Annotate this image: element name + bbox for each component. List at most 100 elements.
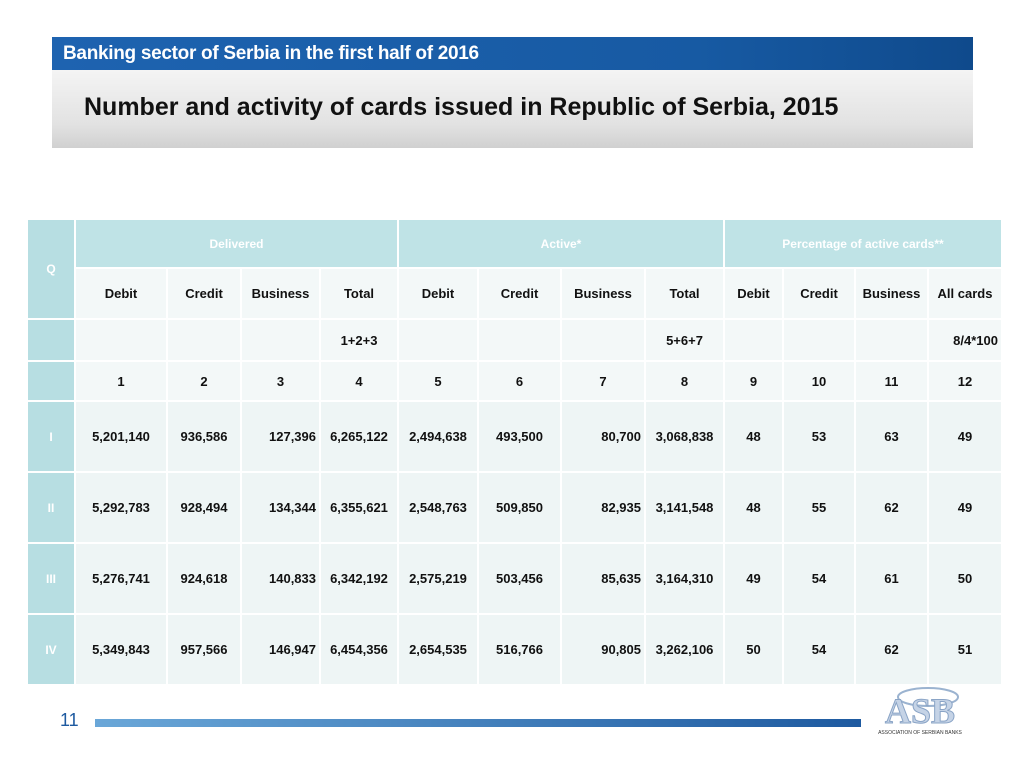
data-cell: 3,068,838 bbox=[646, 402, 723, 471]
group-header: Active* bbox=[399, 220, 723, 267]
data-cell: 85,635 bbox=[562, 544, 644, 613]
formula-cell bbox=[479, 320, 560, 360]
data-cell: 3,262,106 bbox=[646, 615, 723, 684]
group-header: Delivered bbox=[76, 220, 397, 267]
formula-cell bbox=[784, 320, 854, 360]
column-header: Credit bbox=[784, 269, 854, 318]
data-cell: 55 bbox=[784, 473, 854, 542]
row-label: III bbox=[28, 544, 74, 613]
slide-title: Number and activity of cards issued in R… bbox=[84, 93, 839, 121]
column-header: All cards bbox=[929, 269, 1001, 318]
column-number: 12 bbox=[929, 362, 1001, 400]
column-header: Total bbox=[321, 269, 397, 318]
logo-caption: ASSOCIATION OF SERBIAN BANKS bbox=[878, 730, 962, 736]
column-number: 2 bbox=[168, 362, 240, 400]
logo: ASB ASSOCIATION OF SERBIAN BANKS bbox=[878, 687, 963, 736]
data-cell: 936,586 bbox=[168, 402, 240, 471]
data-cell: 62 bbox=[856, 473, 927, 542]
data-cell: 6,265,122 bbox=[321, 402, 397, 471]
column-header: Business bbox=[242, 269, 319, 318]
formula-cell: 1+2+3 bbox=[321, 320, 397, 360]
formula-cell bbox=[399, 320, 477, 360]
data-cell: 5,201,140 bbox=[76, 402, 166, 471]
data-cell: 51 bbox=[929, 615, 1001, 684]
column-number: 10 bbox=[784, 362, 854, 400]
formula-cell: 8/4*100 bbox=[929, 320, 1001, 360]
data-cell: 5,276,741 bbox=[76, 544, 166, 613]
data-cell: 493,500 bbox=[479, 402, 560, 471]
data-cell: 54 bbox=[784, 615, 854, 684]
data-cell: 5,292,783 bbox=[76, 473, 166, 542]
data-cell: 5,349,843 bbox=[76, 615, 166, 684]
data-cell: 6,454,356 bbox=[321, 615, 397, 684]
data-cell: 2,548,763 bbox=[399, 473, 477, 542]
data-cell: 63 bbox=[856, 402, 927, 471]
column-header: Debit bbox=[399, 269, 477, 318]
title-box bbox=[52, 70, 973, 148]
column-number: 4 bbox=[321, 362, 397, 400]
formula-cell bbox=[562, 320, 644, 360]
column-number: 7 bbox=[562, 362, 644, 400]
formula-cell bbox=[856, 320, 927, 360]
data-cell: 2,494,638 bbox=[399, 402, 477, 471]
data-cell: 61 bbox=[856, 544, 927, 613]
group-header: Percentage of active cards** bbox=[725, 220, 1001, 267]
data-cell: 2,654,535 bbox=[399, 615, 477, 684]
data-cell: 50 bbox=[725, 615, 782, 684]
column-header: Credit bbox=[168, 269, 240, 318]
data-cell: 134,344 bbox=[242, 473, 319, 542]
column-number: 8 bbox=[646, 362, 723, 400]
column-header: Total bbox=[646, 269, 723, 318]
data-cell: 48 bbox=[725, 402, 782, 471]
logo-text: ASB bbox=[885, 691, 955, 731]
data-cell: 50 bbox=[929, 544, 1001, 613]
column-number: 11 bbox=[856, 362, 927, 400]
data-cell: 49 bbox=[929, 402, 1001, 471]
column-header: Debit bbox=[76, 269, 166, 318]
data-cell: 516,766 bbox=[479, 615, 560, 684]
column-number: 1 bbox=[76, 362, 166, 400]
data-cell: 80,700 bbox=[562, 402, 644, 471]
data-cell: 49 bbox=[725, 544, 782, 613]
data-cell: 140,833 bbox=[242, 544, 319, 613]
column-number: 9 bbox=[725, 362, 782, 400]
column-header: Business bbox=[856, 269, 927, 318]
row-label: II bbox=[28, 473, 74, 542]
formula-cell: 5+6+7 bbox=[646, 320, 723, 360]
data-cell: 82,935 bbox=[562, 473, 644, 542]
data-cell: 53 bbox=[784, 402, 854, 471]
data-cell: 924,618 bbox=[168, 544, 240, 613]
data-cell: 6,342,192 bbox=[321, 544, 397, 613]
data-cell: 2,575,219 bbox=[399, 544, 477, 613]
formula-cell bbox=[76, 320, 166, 360]
data-cell: 928,494 bbox=[168, 473, 240, 542]
data-cell: 3,164,310 bbox=[646, 544, 723, 613]
data-cell: 49 bbox=[929, 473, 1001, 542]
column-header: Debit bbox=[725, 269, 782, 318]
data-cell: 127,396 bbox=[242, 402, 319, 471]
data-cell: 48 bbox=[725, 473, 782, 542]
logo-ring bbox=[897, 687, 959, 707]
column-header: Business bbox=[562, 269, 644, 318]
column-number: 5 bbox=[399, 362, 477, 400]
data-cell: 146,947 bbox=[242, 615, 319, 684]
formula-cell bbox=[242, 320, 319, 360]
footer-line bbox=[95, 719, 861, 727]
row-label: I bbox=[28, 402, 74, 471]
column-number: 3 bbox=[242, 362, 319, 400]
page-number: 11 bbox=[60, 710, 79, 730]
q-cell bbox=[28, 320, 74, 360]
data-cell: 6,355,621 bbox=[321, 473, 397, 542]
formula-cell bbox=[725, 320, 782, 360]
column-header: Credit bbox=[479, 269, 560, 318]
data-cell: 90,805 bbox=[562, 615, 644, 684]
corner-cell: Q bbox=[28, 220, 74, 318]
data-cell: 503,456 bbox=[479, 544, 560, 613]
data-cell: 3,141,548 bbox=[646, 473, 723, 542]
row-label: IV bbox=[28, 615, 74, 684]
data-cell: 62 bbox=[856, 615, 927, 684]
data-cell: 509,850 bbox=[479, 473, 560, 542]
formula-cell bbox=[168, 320, 240, 360]
data-cell: 957,566 bbox=[168, 615, 240, 684]
